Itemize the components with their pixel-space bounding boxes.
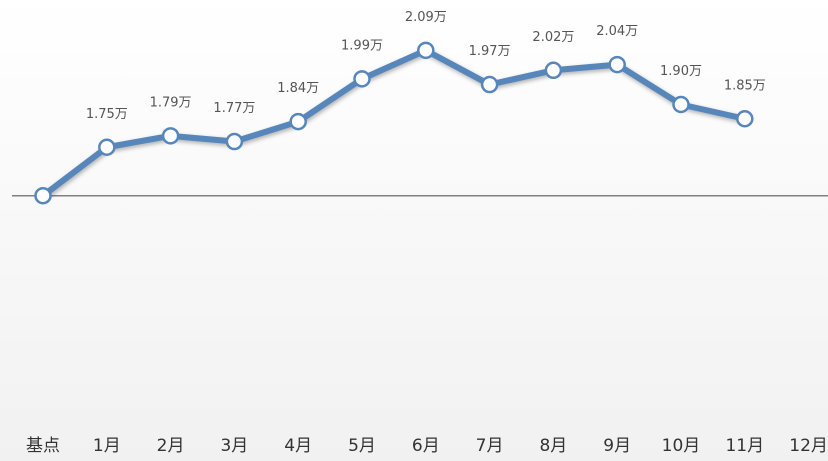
marker: [672, 95, 690, 114]
x-tick-label: 基点: [26, 436, 60, 456]
x-tick-label: 6月: [412, 436, 440, 456]
x-tick-label: 1月: [93, 436, 121, 456]
marker: [34, 186, 52, 205]
marker: [98, 138, 116, 156]
value-label: 1.77万: [213, 101, 255, 116]
marker: [417, 41, 435, 60]
value-label: 1.85万: [724, 78, 766, 93]
x-tick-label: 12月: [789, 436, 828, 456]
x-tick-label: 2月: [157, 436, 185, 456]
value-label: 1.99万: [341, 38, 383, 53]
value-label: 2.09万: [405, 10, 447, 25]
value-label: 2.02万: [532, 30, 574, 45]
value-label: 1.84万: [277, 81, 319, 96]
x-tick-label: 9月: [603, 436, 631, 456]
marker: [289, 112, 307, 131]
x-tick-label: 5月: [348, 436, 376, 456]
value-label: 1.90万: [660, 64, 702, 79]
x-tick-label: 10月: [662, 436, 701, 456]
marker: [353, 70, 371, 88]
x-tick-label: 7月: [476, 436, 504, 456]
x-tick-label: 11月: [725, 436, 764, 456]
marker: [480, 75, 499, 94]
value-label: 2.04万: [596, 24, 638, 39]
x-tick-label: 4月: [284, 436, 312, 456]
value-label: 1.79万: [150, 95, 192, 110]
value-label: 1.97万: [469, 44, 511, 59]
marker: [225, 132, 244, 151]
marker: [544, 61, 563, 80]
marker: [608, 55, 626, 74]
value-label: 1.75万: [86, 107, 128, 122]
line: [41, 47, 746, 199]
marker: [161, 127, 180, 145]
marker: [736, 110, 754, 128]
x-tick-label: 8月: [539, 436, 567, 456]
x-tick-label: 3月: [220, 436, 248, 456]
